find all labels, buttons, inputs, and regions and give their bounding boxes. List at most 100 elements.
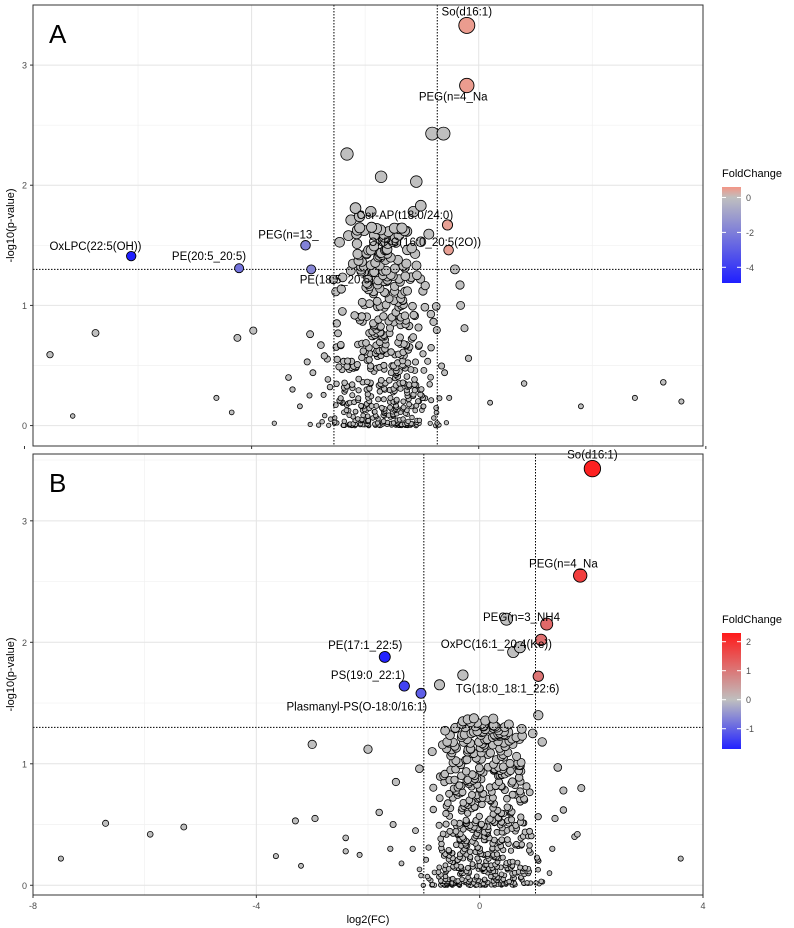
data-point — [416, 866, 423, 873]
data-point — [412, 827, 419, 834]
point-labels: So(d16:1) PEG(n=4_Na PEG(n=3_NH4 OxPC(16:1_… — [286, 450, 617, 714]
highlighted-point — [534, 633, 548, 647]
highlighted-point — [583, 459, 602, 478]
data-point — [442, 809, 450, 818]
point-label: PE(18:5_20:5) — [300, 274, 374, 286]
background-points — [57, 612, 684, 888]
data-point — [551, 814, 559, 823]
y-tick-label: 2 — [22, 638, 27, 648]
data-point — [426, 309, 436, 319]
point-label: So(d16:1) — [567, 450, 618, 462]
data-point — [431, 415, 437, 421]
data-point — [488, 713, 499, 724]
highlighted-point — [306, 264, 317, 275]
point-label: PEG(n=4_Na — [529, 559, 598, 571]
data-point — [499, 854, 506, 861]
data-point — [356, 851, 363, 858]
background-points — [46, 126, 685, 429]
data-point — [57, 855, 64, 862]
data-point — [415, 764, 424, 773]
data-point — [396, 333, 404, 342]
data-point — [435, 821, 443, 829]
data-point — [249, 326, 258, 335]
data-point — [516, 758, 526, 767]
data-point — [213, 394, 220, 401]
data-point — [102, 819, 110, 827]
data-point — [228, 409, 235, 416]
data-point — [513, 840, 520, 848]
data-point — [509, 858, 516, 865]
data-point — [549, 845, 556, 852]
y-tick-label: 1 — [22, 759, 27, 769]
data-point — [433, 404, 440, 411]
data-point — [374, 420, 381, 426]
data-point — [366, 221, 378, 233]
legend: FoldChange 2 1 0 -1 — [722, 614, 782, 749]
data-point — [420, 366, 428, 374]
data-point — [415, 341, 423, 349]
highlighted-point — [398, 680, 410, 692]
data-point — [469, 861, 476, 867]
legend-tick-label: 0 — [746, 695, 751, 705]
x-tick-label: 4 — [700, 901, 705, 911]
data-point — [349, 392, 356, 399]
data-point — [362, 339, 370, 347]
data-point — [365, 356, 373, 364]
data-point — [355, 375, 363, 383]
data-point — [324, 376, 332, 383]
data-point — [365, 413, 371, 419]
data-point — [354, 222, 366, 234]
data-point — [360, 412, 366, 419]
data-point — [559, 806, 568, 814]
data-point — [338, 307, 347, 316]
data-point — [358, 402, 365, 409]
highlighted-point — [441, 219, 454, 231]
data-point — [306, 330, 315, 339]
data-point — [405, 418, 411, 425]
data-point — [326, 383, 334, 391]
data-point — [498, 871, 505, 878]
data-point — [486, 815, 494, 823]
data-point — [296, 403, 303, 410]
data-point — [455, 781, 464, 790]
data-point — [406, 242, 417, 254]
data-point — [440, 725, 450, 736]
data-point — [353, 360, 361, 368]
data-point — [426, 381, 433, 388]
data-point — [289, 386, 296, 393]
data-point — [438, 840, 445, 848]
data-point — [466, 848, 474, 855]
data-point — [446, 827, 454, 835]
legend-tick-label: 0 — [746, 193, 751, 203]
data-point — [427, 344, 435, 352]
data-point — [488, 873, 494, 880]
data-point — [445, 866, 452, 872]
x-axis-label: log2(FC) — [347, 914, 390, 926]
data-point — [481, 876, 488, 882]
data-point — [387, 845, 394, 852]
data-point — [476, 863, 483, 869]
data-point — [677, 855, 684, 862]
data-point — [346, 412, 353, 418]
data-point — [442, 862, 449, 869]
legend-title: FoldChange — [722, 168, 782, 180]
data-point — [271, 420, 277, 426]
data-point — [311, 814, 319, 823]
data-point — [403, 373, 411, 380]
data-point — [445, 789, 454, 798]
data-point — [429, 317, 438, 326]
point-label: PE(17:1_22:5) — [328, 640, 402, 652]
data-point — [406, 401, 413, 408]
data-point — [503, 719, 514, 730]
data-point — [352, 408, 359, 415]
data-point — [427, 373, 434, 381]
data-point — [420, 302, 430, 312]
data-point — [320, 352, 328, 360]
data-point — [424, 873, 431, 880]
data-point — [307, 739, 317, 750]
data-point — [559, 786, 568, 795]
data-point — [368, 240, 380, 252]
data-point — [319, 419, 325, 425]
data-point — [357, 297, 367, 307]
data-point — [373, 402, 380, 409]
